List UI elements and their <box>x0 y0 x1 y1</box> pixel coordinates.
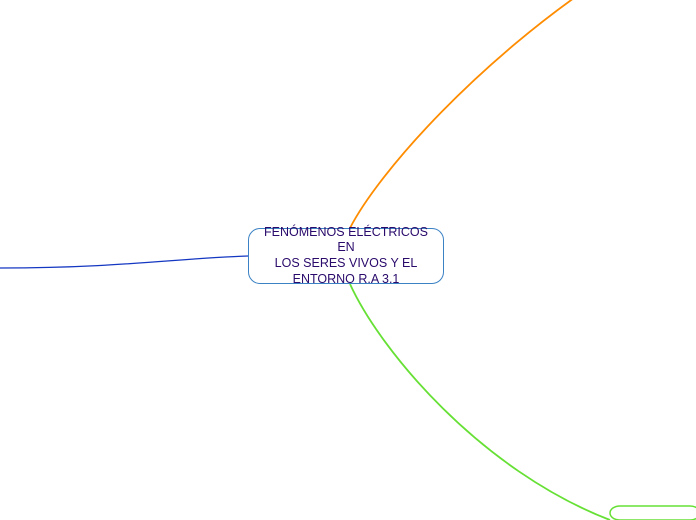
central-node-label: FENÓMENOS ELÉCTRICOS EN LOS SERES VIVOS … <box>263 225 429 288</box>
central-node[interactable]: FENÓMENOS ELÉCTRICOS EN LOS SERES VIVOS … <box>248 228 444 284</box>
branch-top <box>350 0 600 228</box>
partial-node <box>610 506 696 520</box>
branch-left <box>0 256 248 268</box>
branch-bottom <box>350 284 610 520</box>
